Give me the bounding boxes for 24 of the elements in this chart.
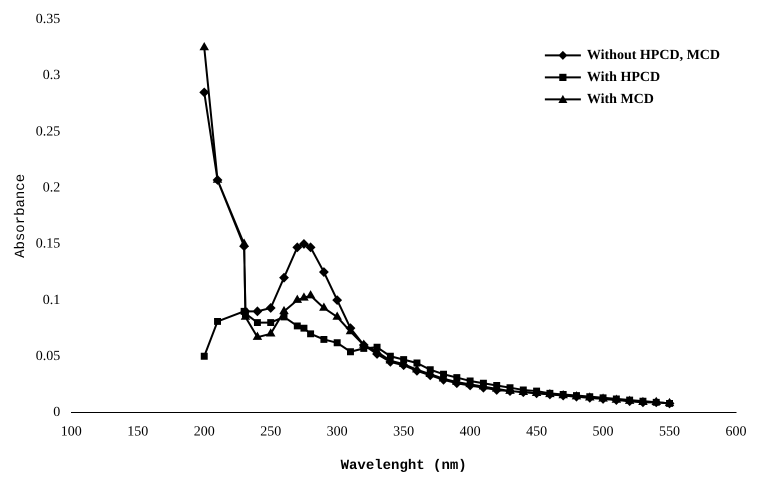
legend-label: With HPCD (586, 70, 660, 86)
y-axis-title: Absorbance (13, 174, 30, 258)
x-tick-label: 500 (592, 424, 614, 440)
x-tick-label: 600 (726, 424, 746, 440)
x-tick-label: 450 (526, 424, 548, 440)
x-tick-label: 150 (127, 424, 148, 440)
y-tick-label: 0.05 (36, 348, 60, 364)
x-tick-label: 100 (60, 424, 82, 440)
x-tick-label: 250 (260, 424, 282, 440)
y-tick-label: 0.3 (42, 68, 60, 84)
x-tick-label: 350 (393, 424, 414, 440)
x-tick-label: 200 (194, 424, 215, 440)
y-tick-label: 0.1 (42, 292, 60, 308)
x-tick-label: 400 (460, 424, 481, 440)
y-tick-label: 0.35 (36, 12, 60, 28)
y-tick-label: 0.15 (36, 236, 60, 252)
x-tick-label: 300 (326, 424, 348, 440)
x-tick-label: 550 (659, 424, 680, 440)
legend-label: Without HPCD, MCD (586, 48, 720, 64)
x-axis-title: Wavelenght (nm) (340, 458, 467, 474)
y-tick-label: 0.2 (42, 180, 60, 196)
y-tick-label: 0 (53, 405, 60, 420)
y-tick-label: 0.25 (36, 124, 60, 140)
legend-label: With MCD (586, 92, 654, 108)
